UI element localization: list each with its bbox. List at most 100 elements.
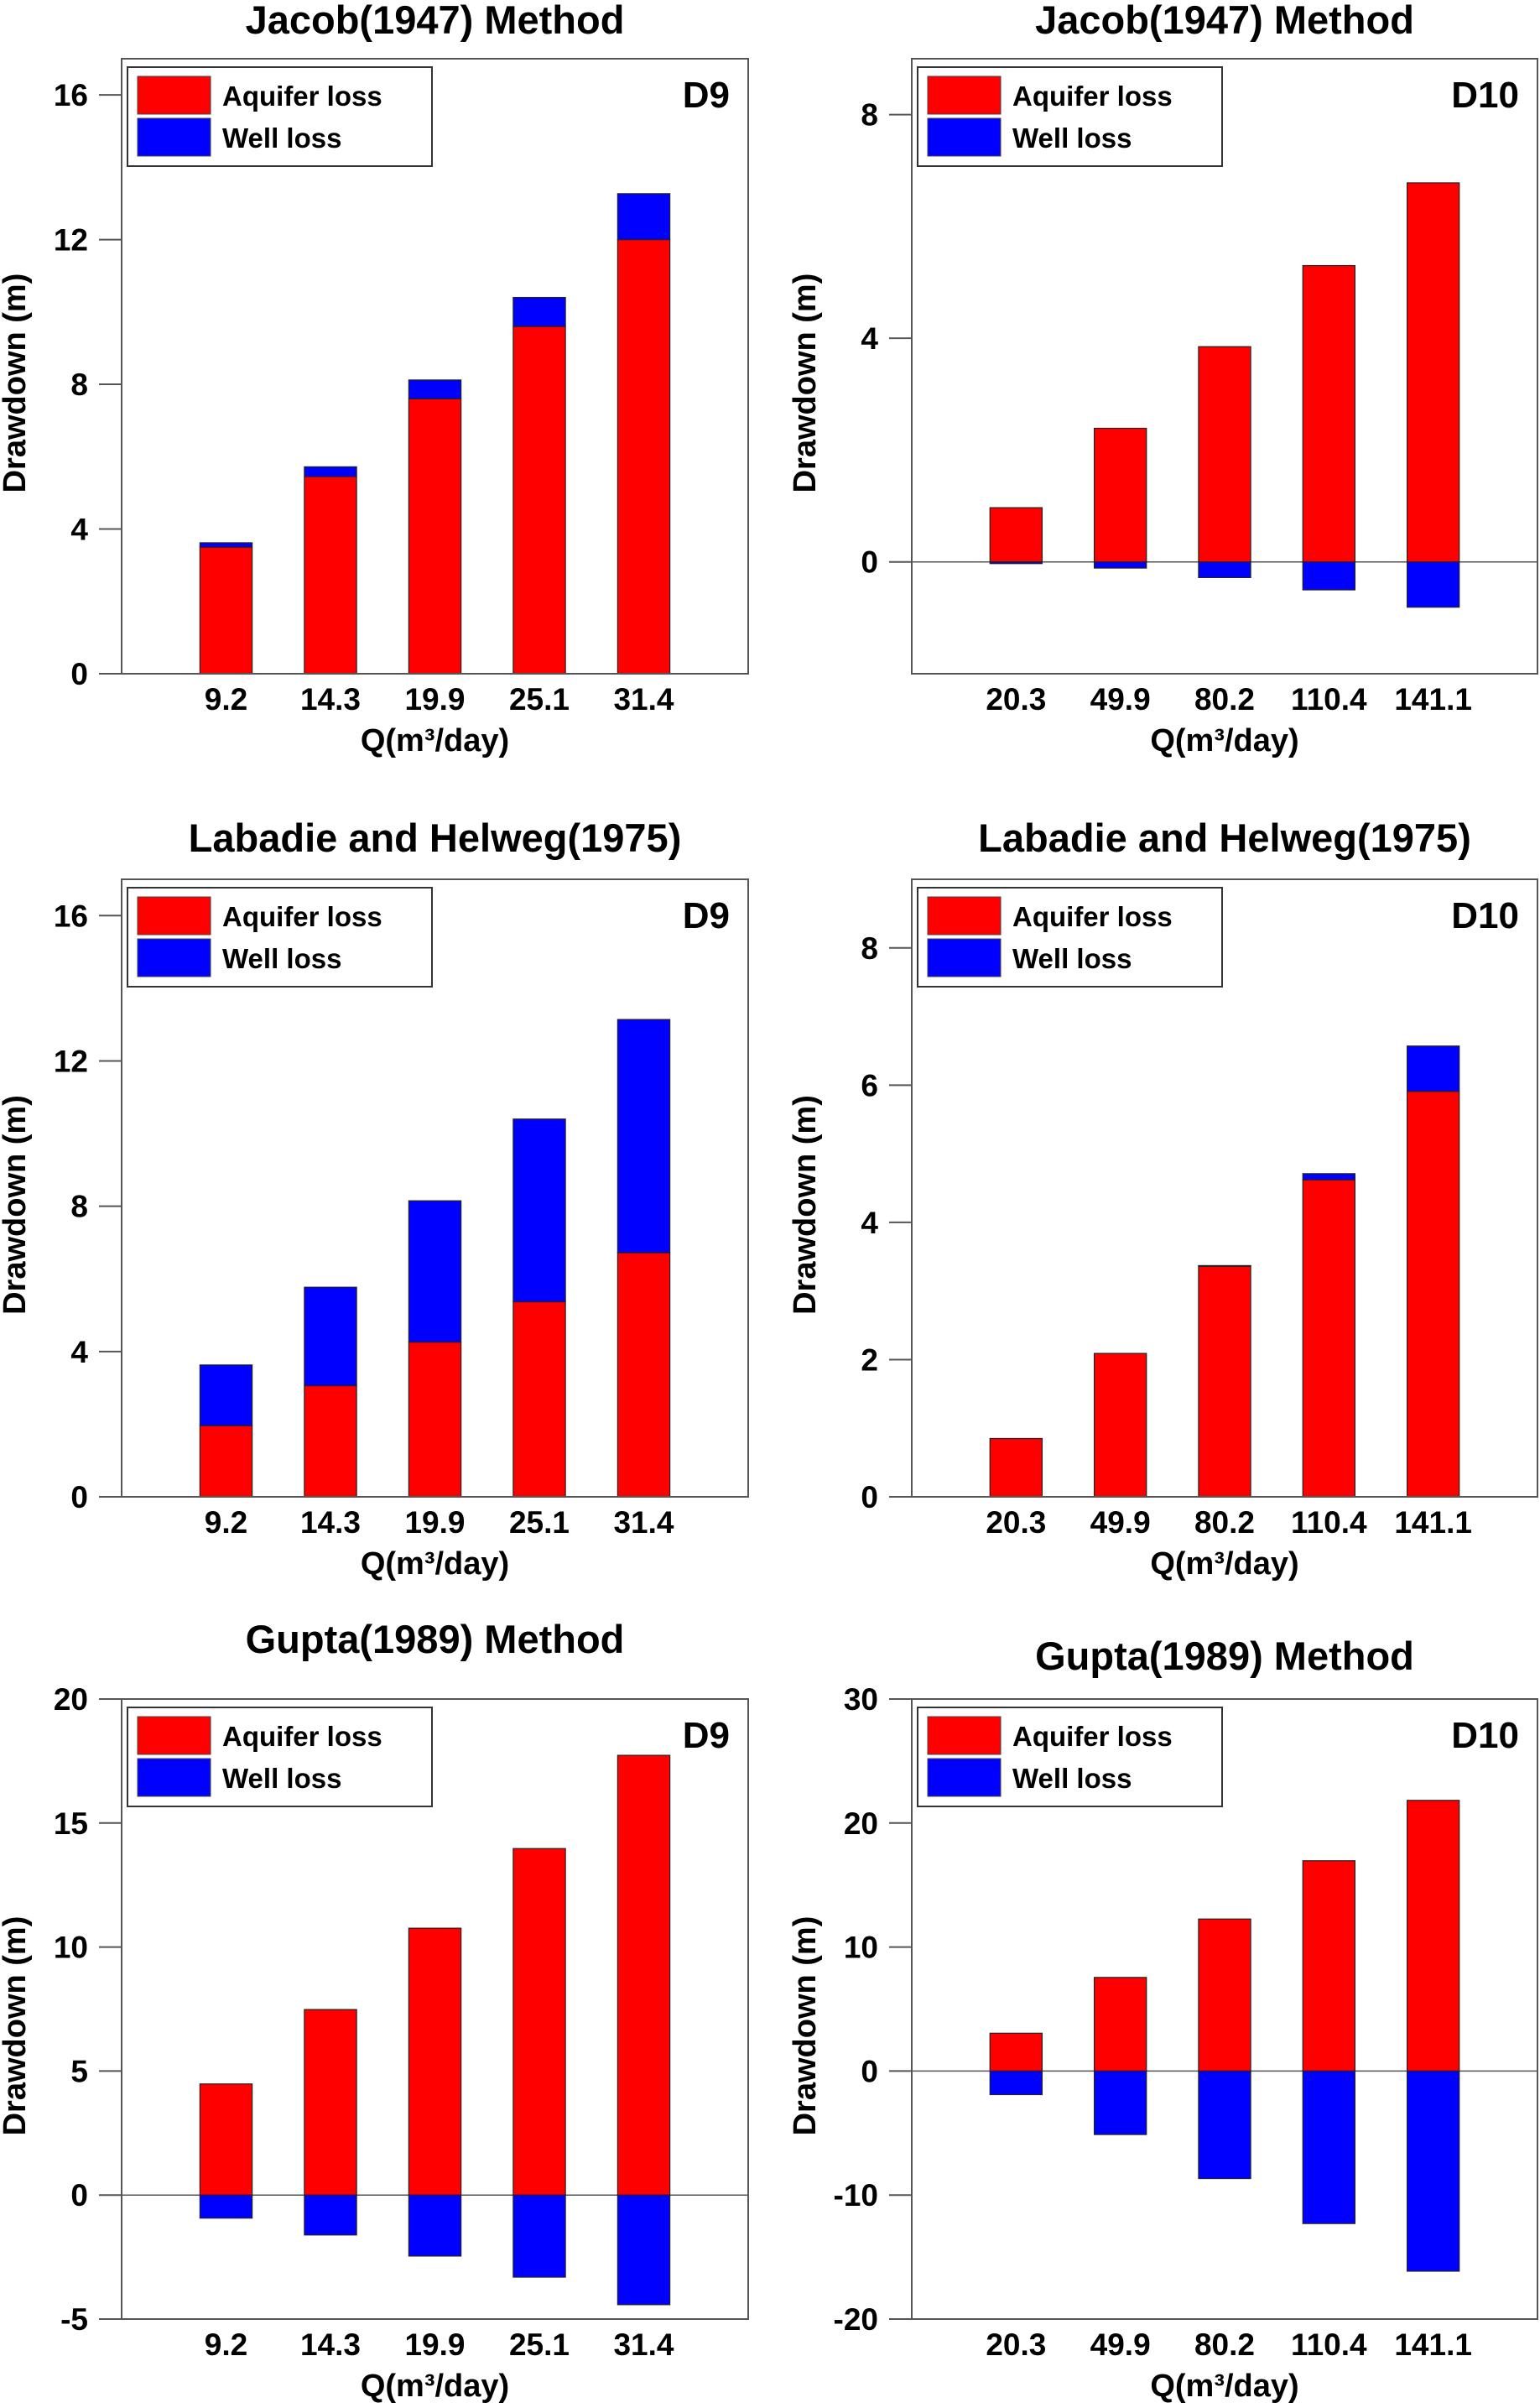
y-tick-label: 15 [54, 1806, 88, 1841]
legend-label: Well loss [222, 122, 341, 154]
bar-well-loss-31.4 [617, 1019, 671, 1254]
legend-swatch-well-loss [137, 938, 211, 977]
x-tick-label: 31.4 [613, 2327, 674, 2362]
bar-well-loss-9.2 [199, 2194, 253, 2219]
x-tick-label: 31.4 [613, 1505, 674, 1540]
y-tick-label: 5 [70, 2054, 88, 2088]
x-tick-label: 141.1 [1394, 682, 1472, 717]
x-tick-label: 9.2 [205, 2327, 247, 2362]
legend-swatch-well-loss [927, 1758, 1002, 1797]
x-tick-label: 20.3 [986, 1505, 1046, 1540]
legend: Aquifer loss Well loss [127, 66, 433, 167]
bar-well-loss-25.1 [512, 2194, 566, 2278]
legend: Aquifer loss Well loss [917, 887, 1223, 988]
bar-aquifer-loss-20.3 [989, 2032, 1043, 2072]
bar-aquifer-loss-110.4 [1302, 1179, 1356, 1498]
well-id-label: D9 [683, 1715, 730, 1756]
legend-label: Well loss [1012, 1763, 1132, 1794]
x-axis-label: Q(m³/day) [1150, 1546, 1298, 1582]
y-tick-label: 0 [70, 657, 88, 691]
x-tick-label: 19.9 [404, 1505, 465, 1540]
y-tick-label: 30 [844, 1682, 878, 1717]
bar-aquifer-loss-110.4 [1302, 264, 1356, 563]
bar-aquifer-loss-31.4 [617, 1754, 671, 2196]
y-tick-label: 20 [54, 1682, 88, 1717]
x-tick-label: 19.9 [404, 682, 465, 717]
chart-panel-4: Labadie and Helweg(1975) 20.3 49.9 80.2 110.… [788, 816, 1538, 1582]
legend-label: Aquifer loss [1012, 901, 1173, 932]
plot-frame [911, 1698, 1538, 2320]
chart-title: Gupta(1989) Method [246, 1617, 625, 1661]
legend-swatch-aquifer-loss [927, 1716, 1002, 1755]
chart-panel-2: Jacob(1947) Method 20.3 49.9 80.2 110.4 141.1… [788, 0, 1538, 758]
legend: Aquifer loss Well loss [917, 1707, 1223, 1807]
bar-aquifer-loss-20.3 [989, 507, 1043, 563]
x-tick-label: 80.2 [1194, 1505, 1255, 1540]
y-tick-label: 12 [54, 1044, 88, 1078]
bar-aquifer-loss-31.4 [617, 238, 671, 675]
x-tick-label: 80.2 [1194, 2327, 1255, 2362]
x-tick-label: 25.1 [509, 1505, 570, 1540]
x-axis-label: Q(m³/day) [361, 723, 509, 758]
bar-well-loss-141.1 [1406, 2070, 1460, 2272]
y-tick-label: 0 [861, 2054, 878, 2088]
legend: Aquifer loss Well loss [917, 66, 1223, 167]
bar-aquifer-loss-9.2 [199, 546, 253, 675]
bar-aquifer-loss-141.1 [1406, 182, 1460, 563]
chart-title: Jacob(1947) Method [246, 0, 625, 42]
x-axis-label: Q(m³/day) [1150, 2369, 1298, 2404]
x-tick-label: 19.9 [404, 2327, 465, 2362]
bar-aquifer-loss-14.3 [304, 2009, 357, 2196]
bar-aquifer-loss-49.9 [1093, 427, 1147, 563]
y-axis-label: Drawdown (m) [0, 1916, 33, 2136]
bar-well-loss-19.9 [408, 2194, 462, 2257]
legend-label: Well loss [1012, 122, 1132, 154]
legend-swatch-aquifer-loss [137, 76, 211, 115]
bar-aquifer-loss-9.2 [199, 1425, 253, 1498]
x-tick-label: 110.4 [1291, 682, 1367, 717]
bar-well-loss-80.2 [1198, 2070, 1251, 2180]
bar-aquifer-loss-14.3 [304, 476, 357, 675]
y-tick-label: 0 [861, 545, 878, 580]
legend-label: Aquifer loss [1012, 1721, 1173, 1752]
bar-well-loss-80.2 [1198, 561, 1251, 578]
y-tick-label: -20 [834, 2302, 878, 2337]
bar-well-loss-31.4 [617, 193, 671, 241]
y-tick-label: 0 [861, 1480, 878, 1514]
plot-frame [121, 1698, 749, 2320]
y-tick-label: 4 [861, 1206, 878, 1240]
plot-frame [121, 878, 749, 1498]
chart-title: Labadie and Helweg(1975) [978, 816, 1471, 860]
y-tick-label: 8 [861, 931, 878, 966]
legend-label: Aquifer loss [222, 901, 382, 932]
legend-swatch-aquifer-loss [137, 896, 211, 936]
well-id-label: D10 [1451, 75, 1519, 116]
x-tick-label: 25.1 [509, 682, 570, 717]
bar-aquifer-loss-141.1 [1406, 1091, 1460, 1498]
x-axis-label: Q(m³/day) [361, 2369, 509, 2404]
bar-well-loss-110.4 [1302, 2070, 1356, 2224]
plot-frame [121, 58, 749, 675]
bar-aquifer-loss-49.9 [1093, 1353, 1147, 1498]
y-tick-label: 4 [861, 321, 878, 356]
y-tick-label: 4 [70, 1335, 88, 1369]
x-tick-label: 20.3 [986, 2327, 1046, 2362]
bar-aquifer-loss-25.1 [512, 1300, 566, 1498]
x-tick-label: 14.3 [300, 2327, 361, 2362]
bar-aquifer-loss-49.9 [1093, 1977, 1147, 2072]
bar-well-loss-14.3 [304, 1286, 357, 1387]
bar-well-loss-20.3 [989, 2070, 1043, 2096]
chart-title: Gupta(1989) Method [1035, 1634, 1414, 1678]
x-tick-label: 31.4 [613, 682, 674, 717]
bar-aquifer-loss-141.1 [1406, 1800, 1460, 2072]
well-id-label: D9 [683, 75, 730, 116]
legend: Aquifer loss Well loss [127, 887, 433, 988]
bar-aquifer-loss-19.9 [408, 1927, 462, 2196]
well-id-label: D9 [683, 895, 730, 936]
bar-well-loss-14.3 [304, 2194, 357, 2236]
bar-well-loss-25.1 [512, 1118, 566, 1303]
y-tick-label: 6 [861, 1068, 878, 1102]
y-axis-label: Drawdown (m) [0, 274, 33, 493]
bar-aquifer-loss-14.3 [304, 1384, 357, 1498]
